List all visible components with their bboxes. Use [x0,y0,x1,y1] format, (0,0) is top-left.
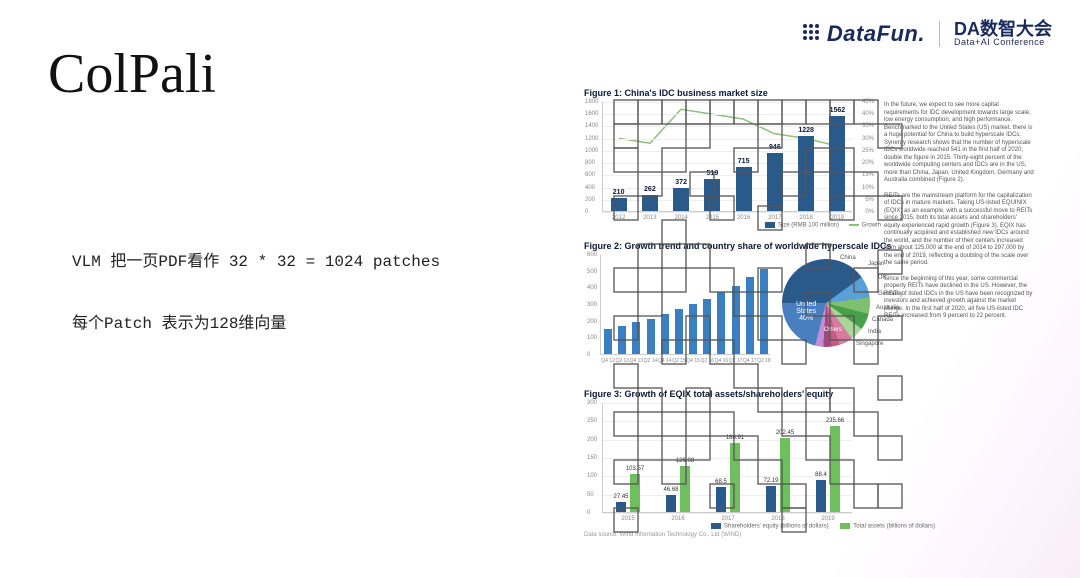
conference-logo: DADA数智大会数智大会 Data+AI Conference [954,20,1052,47]
fig3-legend-a: Shareholders' equity (billions of dollar… [724,524,829,530]
right-text-column: In the future, we expect to see more cap… [884,102,1034,329]
fig3-legend: Shareholders' equity (billions of dollar… [602,523,1044,530]
fig3-plot: 05010015020025030027.45103.57201546.6812… [602,403,852,513]
fig1-title: Figure 1: China's IDC business market si… [584,88,1044,98]
fig1-legend-growth: Growth [862,223,881,229]
fig1-growth-line [603,102,852,211]
logo-dots-icon [803,24,823,44]
datafun-logo: DataFun. [803,21,925,47]
body-text: VLM 把一页PDF看作 32 * 32 = 1024 patches 每个Pa… [72,250,440,373]
fig1-legend-size: Size (RMB 100 million) [778,223,839,229]
fig2-bar-plot: 0100200300400500600Q4 12Q2 13Q4 13Q2 14Q… [600,255,770,355]
slide: DataFun. DADA数智大会数智大会 Data+AI Conference… [0,0,1080,578]
datafun-text: DataFun. [827,21,925,47]
fig3-title: Figure 3: Growth of EQIX total assets/sh… [584,389,1044,399]
figure-3: Figure 3: Growth of EQIX total assets/sh… [584,389,1044,539]
page-title: ColPali [48,42,216,106]
logo-divider [939,21,940,47]
body-line-1: VLM 把一页PDF看作 32 * 32 = 1024 patches [72,250,440,276]
fig2-pie-wrap: UnitedStates40%OthersChinaJapanUKGermany… [776,255,886,355]
fig1-plot: 0200400600800100012001400160018000%5%10%… [602,102,852,212]
body-line-2: 每个Patch 表示为128维向量 [72,312,440,338]
right-p3: Since the beginning of this year, some c… [884,276,1034,321]
conf-sub: Data+AI Conference [954,38,1052,47]
figure-panel: Figure 1: China's IDC business market si… [584,88,1044,548]
header-logos: DataFun. DADA数智大会数智大会 Data+AI Conference [803,20,1052,47]
right-p2: REITs are the mainstream platform for th… [884,193,1034,268]
fig3-source: Data source: Wind Information Technology… [584,532,1044,538]
right-p1: In the future, we expect to see more cap… [884,102,1034,185]
fig3-legend-b: Total assets (billions of dollars) [853,524,935,530]
